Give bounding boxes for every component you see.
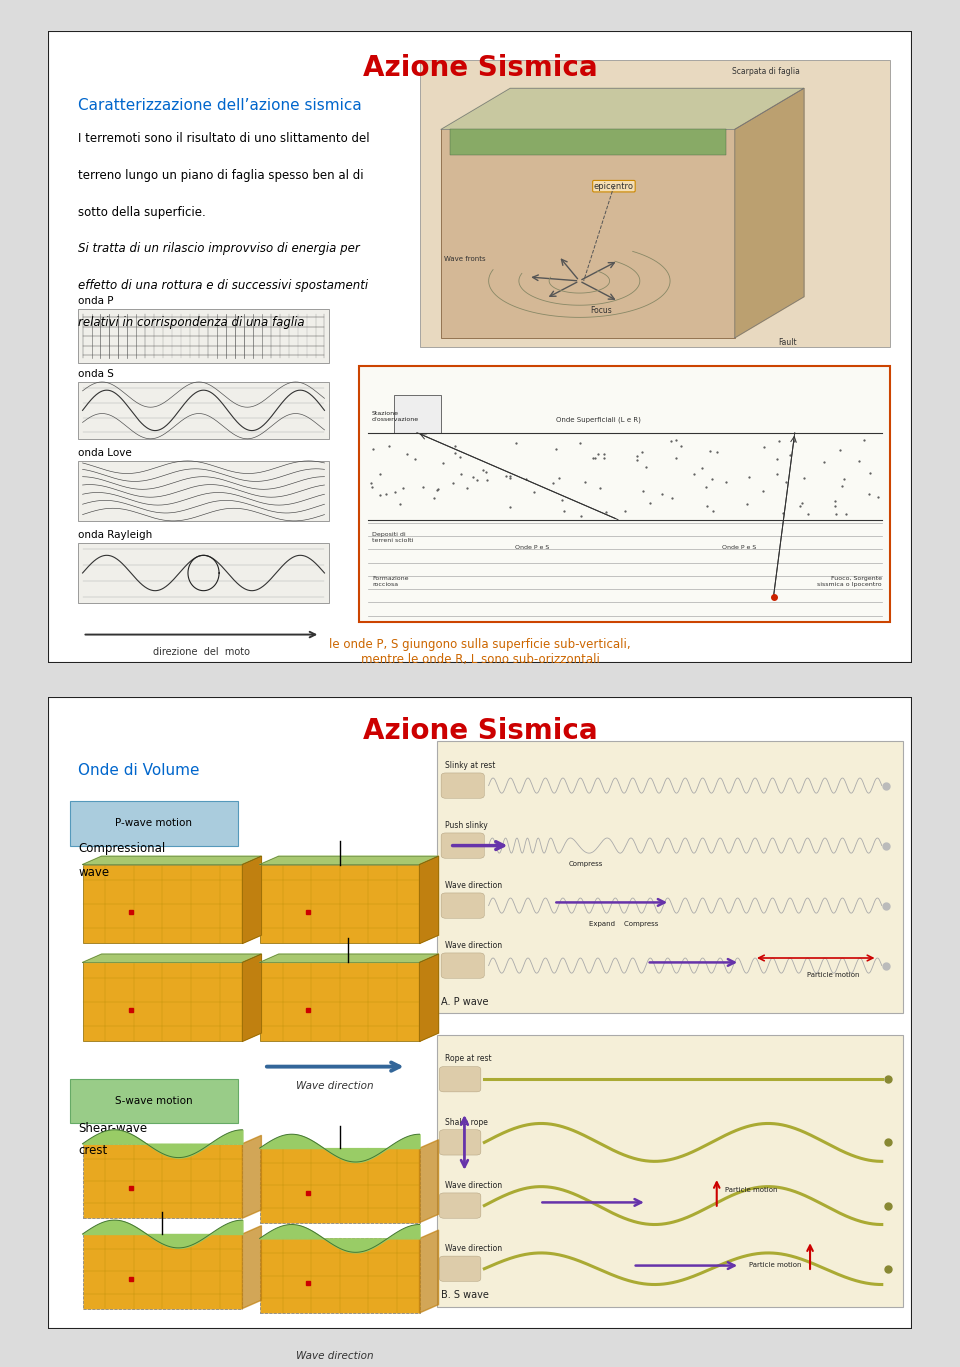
FancyBboxPatch shape: [359, 366, 891, 622]
Text: Azione Sismica: Azione Sismica: [363, 53, 597, 82]
Text: A. P wave: A. P wave: [442, 997, 489, 1006]
FancyBboxPatch shape: [48, 697, 912, 1329]
Text: le onde P, S giungono sulla superficie sub-verticali,
mentre le onde R, L sono s: le onde P, S giungono sulla superficie s…: [329, 638, 631, 666]
Text: Wave fronts: Wave fronts: [444, 256, 486, 261]
Text: Compressional: Compressional: [79, 842, 165, 856]
Text: Stazione
d'osservazione: Stazione d'osservazione: [372, 411, 420, 422]
FancyBboxPatch shape: [449, 130, 727, 154]
Text: Azione Sismica: Azione Sismica: [363, 718, 597, 745]
Text: relativi in corrispondenza di una faglia: relativi in corrispondenza di una faglia: [79, 316, 305, 328]
Text: Compress: Compress: [569, 861, 603, 868]
Polygon shape: [735, 89, 804, 338]
FancyBboxPatch shape: [70, 801, 238, 846]
Text: Fault: Fault: [778, 338, 797, 347]
Polygon shape: [420, 1140, 439, 1222]
FancyBboxPatch shape: [70, 1080, 238, 1124]
FancyBboxPatch shape: [442, 130, 735, 338]
Polygon shape: [260, 954, 439, 962]
Text: Push slinky: Push slinky: [445, 820, 489, 830]
FancyBboxPatch shape: [79, 381, 328, 439]
FancyBboxPatch shape: [260, 864, 420, 943]
FancyBboxPatch shape: [83, 864, 243, 943]
Text: Onde Superficiali (L e R): Onde Superficiali (L e R): [556, 417, 640, 424]
Text: onda P: onda P: [79, 297, 113, 306]
Text: Scarpata di faglia: Scarpata di faglia: [732, 67, 800, 75]
Text: Caratterizzazione dell’azione sismica: Caratterizzazione dell’azione sismica: [79, 98, 362, 112]
Text: Wave direction: Wave direction: [296, 1081, 373, 1091]
FancyBboxPatch shape: [79, 543, 328, 603]
FancyBboxPatch shape: [440, 1193, 481, 1218]
Text: sotto della superficie.: sotto della superficie.: [79, 206, 206, 219]
FancyBboxPatch shape: [442, 893, 485, 919]
FancyBboxPatch shape: [420, 60, 891, 347]
Text: Fuoco, Sorgente
sissmica o Ipocentro: Fuoco, Sorgente sissmica o Ipocentro: [817, 577, 882, 588]
Text: Wave direction: Wave direction: [445, 1244, 503, 1254]
Polygon shape: [243, 954, 261, 1042]
Polygon shape: [83, 954, 261, 962]
Text: Focus: Focus: [590, 306, 612, 316]
FancyBboxPatch shape: [440, 1256, 481, 1281]
Text: onda S: onda S: [79, 369, 114, 379]
Text: I terremoti sono il risultato di uno slittamento del: I terremoti sono il risultato di uno sli…: [79, 133, 370, 145]
Text: Particle motion: Particle motion: [726, 1187, 778, 1193]
Text: Particle motion: Particle motion: [749, 1262, 802, 1269]
Text: wave: wave: [79, 867, 109, 879]
Text: onda Rayleigh: onda Rayleigh: [79, 530, 153, 540]
Text: direzione  del  moto: direzione del moto: [154, 647, 251, 658]
FancyBboxPatch shape: [442, 953, 485, 979]
FancyBboxPatch shape: [260, 1239, 420, 1312]
FancyBboxPatch shape: [48, 31, 912, 663]
Text: Rope at rest: Rope at rest: [445, 1054, 492, 1064]
FancyBboxPatch shape: [442, 772, 485, 798]
Text: Si tratta di un rilascio improvviso di energia per: Si tratta di un rilascio improvviso di e…: [79, 242, 360, 256]
Polygon shape: [420, 954, 439, 1042]
Polygon shape: [243, 1136, 261, 1218]
Text: Wave direction: Wave direction: [445, 1181, 503, 1189]
Text: Onde P e S: Onde P e S: [722, 545, 756, 550]
Text: effetto di una rottura e di successivi spostamenti: effetto di una rottura e di successivi s…: [79, 279, 369, 293]
FancyBboxPatch shape: [260, 962, 420, 1042]
Text: crest: crest: [79, 1144, 108, 1158]
Polygon shape: [420, 1230, 439, 1312]
FancyBboxPatch shape: [442, 833, 485, 858]
Text: Particle motion: Particle motion: [807, 972, 859, 977]
Polygon shape: [420, 856, 439, 943]
Text: Slinky at rest: Slinky at rest: [445, 761, 495, 770]
Polygon shape: [83, 856, 261, 864]
FancyBboxPatch shape: [440, 1129, 481, 1155]
Polygon shape: [442, 89, 804, 130]
Text: Shake rope: Shake rope: [445, 1118, 489, 1126]
Text: epicentro: epicentro: [594, 182, 634, 190]
Text: onda Love: onda Love: [79, 448, 132, 458]
FancyBboxPatch shape: [437, 741, 903, 1013]
FancyBboxPatch shape: [260, 1148, 420, 1222]
FancyBboxPatch shape: [83, 962, 243, 1042]
Text: P-wave motion: P-wave motion: [115, 819, 192, 828]
Text: S-wave motion: S-wave motion: [114, 1096, 192, 1106]
FancyBboxPatch shape: [79, 461, 328, 521]
Text: Onde di Volume: Onde di Volume: [79, 764, 200, 778]
Text: Onde P e S: Onde P e S: [515, 545, 549, 550]
Text: Shear-wave: Shear-wave: [79, 1121, 148, 1135]
Text: Wave direction: Wave direction: [296, 1351, 373, 1360]
FancyBboxPatch shape: [83, 1144, 243, 1218]
FancyBboxPatch shape: [437, 1035, 903, 1307]
FancyBboxPatch shape: [394, 395, 442, 433]
FancyBboxPatch shape: [440, 1066, 481, 1092]
FancyBboxPatch shape: [79, 309, 328, 364]
FancyBboxPatch shape: [83, 1234, 243, 1308]
Text: Wave direction: Wave direction: [445, 880, 503, 890]
Polygon shape: [243, 1226, 261, 1308]
Text: Formazione
rocciosa: Formazione rocciosa: [372, 577, 409, 588]
Polygon shape: [243, 856, 261, 943]
Text: Depositi di
terreni sciolti: Depositi di terreni sciolti: [372, 532, 414, 543]
Text: Wave direction: Wave direction: [445, 940, 503, 950]
Text: B. S wave: B. S wave: [442, 1290, 489, 1300]
Polygon shape: [260, 856, 439, 864]
Text: terreno lungo un piano di faglia spesso ben al di: terreno lungo un piano di faglia spesso …: [79, 170, 364, 182]
Text: Expand    Compress: Expand Compress: [588, 921, 659, 927]
